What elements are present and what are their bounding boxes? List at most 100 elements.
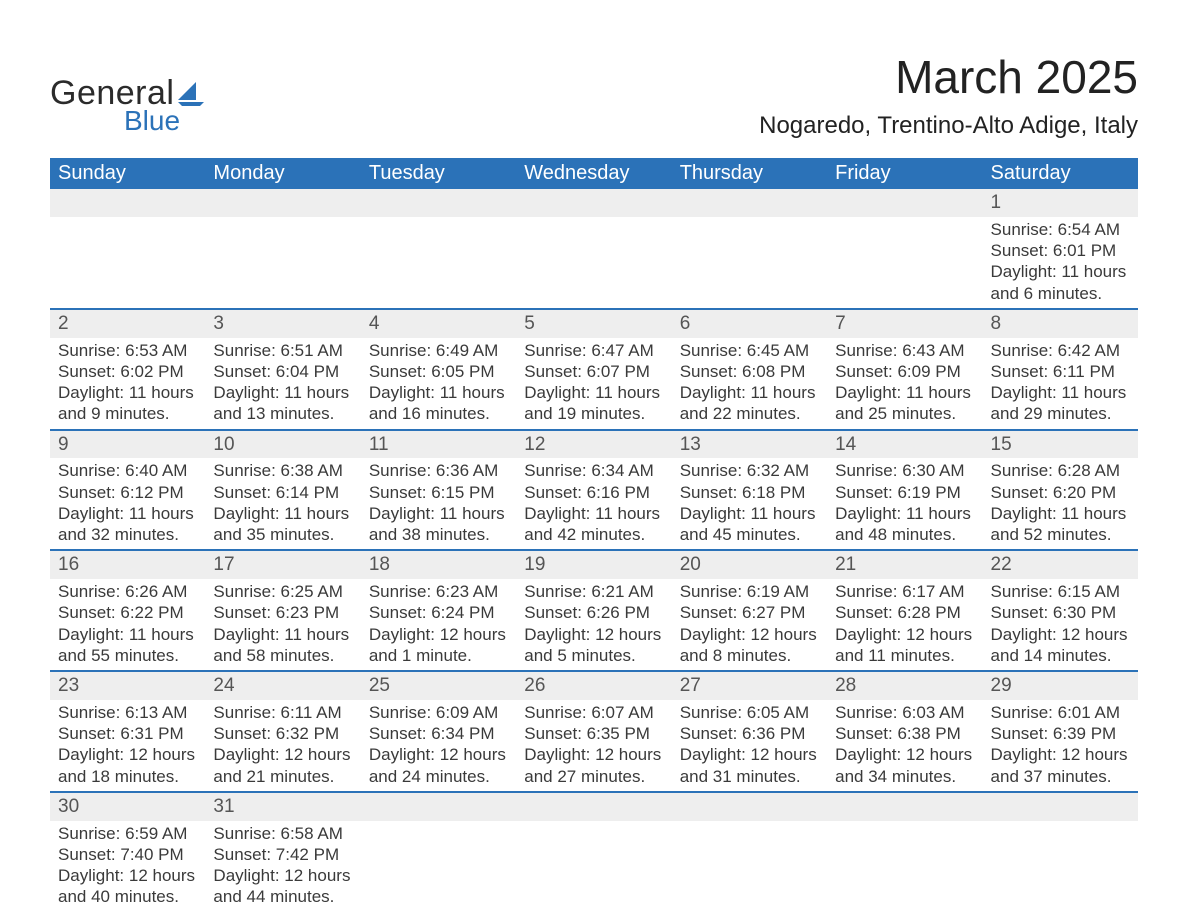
day-header: Tuesday (361, 158, 516, 189)
title-block: March 2025 Nogaredo, Trentino-Alto Adige… (759, 50, 1138, 140)
sunrise-text: Sunrise: 6:30 AM (835, 460, 974, 481)
sunset-text: Sunset: 6:18 PM (680, 482, 819, 503)
day-header: Thursday (672, 158, 827, 189)
sunset-text: Sunset: 6:35 PM (524, 723, 663, 744)
sunrise-text: Sunrise: 6:01 AM (991, 702, 1130, 723)
sunset-text: Sunset: 6:02 PM (58, 361, 197, 382)
daylight-text: Daylight: 12 hours and 37 minutes. (991, 744, 1130, 787)
day-number-cell: 2 (50, 309, 205, 338)
sunrise-text: Sunrise: 6:28 AM (991, 460, 1130, 481)
day-header: Sunday (50, 158, 205, 189)
sunrise-text: Sunrise: 6:03 AM (835, 702, 974, 723)
sunset-text: Sunset: 6:12 PM (58, 482, 197, 503)
sunset-text: Sunset: 6:15 PM (369, 482, 508, 503)
daylight-text: Daylight: 11 hours and 58 minutes. (213, 624, 352, 667)
daylight-text: Daylight: 11 hours and 25 minutes. (835, 382, 974, 425)
week-daynum-row: 2345678 (50, 309, 1138, 338)
day-info-cell: Sunrise: 6:43 AMSunset: 6:09 PMDaylight:… (827, 338, 982, 430)
daylight-text: Daylight: 12 hours and 14 minutes. (991, 624, 1130, 667)
day-info-cell (205, 217, 360, 309)
daylight-text: Daylight: 12 hours and 24 minutes. (369, 744, 508, 787)
sunrise-text: Sunrise: 6:40 AM (58, 460, 197, 481)
day-number-cell: 31 (205, 792, 360, 821)
daylight-text: Daylight: 12 hours and 1 minute. (369, 624, 508, 667)
day-info-cell: Sunrise: 6:25 AMSunset: 6:23 PMDaylight:… (205, 579, 360, 671)
day-info-cell: Sunrise: 6:01 AMSunset: 6:39 PMDaylight:… (983, 700, 1138, 792)
sunset-text: Sunset: 6:11 PM (991, 361, 1130, 382)
day-info-cell (827, 821, 982, 912)
sunrise-text: Sunrise: 6:47 AM (524, 340, 663, 361)
sunrise-text: Sunrise: 6:26 AM (58, 581, 197, 602)
sunset-text: Sunset: 6:36 PM (680, 723, 819, 744)
week-info-row: Sunrise: 6:13 AMSunset: 6:31 PMDaylight:… (50, 700, 1138, 792)
week-daynum-row: 9101112131415 (50, 430, 1138, 459)
day-info-cell: Sunrise: 6:21 AMSunset: 6:26 PMDaylight:… (516, 579, 671, 671)
day-info-cell (516, 821, 671, 912)
daylight-text: Daylight: 11 hours and 55 minutes. (58, 624, 197, 667)
sunrise-text: Sunrise: 6:13 AM (58, 702, 197, 723)
sunset-text: Sunset: 6:08 PM (680, 361, 819, 382)
day-number-cell: 25 (361, 671, 516, 700)
calendar-page: General Blue March 2025 Nogaredo, Trenti… (0, 0, 1188, 918)
day-header-row: Sunday Monday Tuesday Wednesday Thursday… (50, 158, 1138, 189)
sunrise-text: Sunrise: 6:36 AM (369, 460, 508, 481)
sunrise-text: Sunrise: 6:25 AM (213, 581, 352, 602)
sunset-text: Sunset: 6:14 PM (213, 482, 352, 503)
sunset-text: Sunset: 6:32 PM (213, 723, 352, 744)
sunset-text: Sunset: 6:09 PM (835, 361, 974, 382)
day-header: Saturday (983, 158, 1138, 189)
day-number-cell (672, 189, 827, 217)
sunrise-text: Sunrise: 6:49 AM (369, 340, 508, 361)
day-info-cell: Sunrise: 6:13 AMSunset: 6:31 PMDaylight:… (50, 700, 205, 792)
day-info-cell: Sunrise: 6:03 AMSunset: 6:38 PMDaylight:… (827, 700, 982, 792)
month-title: March 2025 (759, 50, 1138, 104)
sunrise-text: Sunrise: 6:38 AM (213, 460, 352, 481)
daylight-text: Daylight: 11 hours and 42 minutes. (524, 503, 663, 546)
sunset-text: Sunset: 6:23 PM (213, 602, 352, 623)
sunrise-text: Sunrise: 6:23 AM (369, 581, 508, 602)
sunrise-text: Sunrise: 6:45 AM (680, 340, 819, 361)
sunrise-text: Sunrise: 6:21 AM (524, 581, 663, 602)
day-number-cell: 30 (50, 792, 205, 821)
daylight-text: Daylight: 11 hours and 45 minutes. (680, 503, 819, 546)
day-info-cell: Sunrise: 6:38 AMSunset: 6:14 PMDaylight:… (205, 458, 360, 550)
daylight-text: Daylight: 12 hours and 5 minutes. (524, 624, 663, 667)
daylight-text: Daylight: 11 hours and 48 minutes. (835, 503, 974, 546)
day-info-cell (827, 217, 982, 309)
day-info-cell: Sunrise: 6:26 AMSunset: 6:22 PMDaylight:… (50, 579, 205, 671)
day-number-cell: 6 (672, 309, 827, 338)
day-number-cell: 1 (983, 189, 1138, 217)
day-info-cell: Sunrise: 6:17 AMSunset: 6:28 PMDaylight:… (827, 579, 982, 671)
day-info-cell: Sunrise: 6:11 AMSunset: 6:32 PMDaylight:… (205, 700, 360, 792)
sunrise-text: Sunrise: 6:19 AM (680, 581, 819, 602)
sunrise-text: Sunrise: 6:42 AM (991, 340, 1130, 361)
day-number-cell: 27 (672, 671, 827, 700)
day-number-cell: 19 (516, 550, 671, 579)
day-info-cell (516, 217, 671, 309)
day-number-cell (827, 792, 982, 821)
daylight-text: Daylight: 12 hours and 18 minutes. (58, 744, 197, 787)
day-number-cell: 24 (205, 671, 360, 700)
day-number-cell: 18 (361, 550, 516, 579)
sunset-text: Sunset: 6:28 PM (835, 602, 974, 623)
sunset-text: Sunset: 6:27 PM (680, 602, 819, 623)
daylight-text: Daylight: 11 hours and 22 minutes. (680, 382, 819, 425)
sunrise-text: Sunrise: 6:05 AM (680, 702, 819, 723)
sunrise-text: Sunrise: 6:51 AM (213, 340, 352, 361)
sunrise-text: Sunrise: 6:11 AM (213, 702, 352, 723)
day-number-cell (672, 792, 827, 821)
sunrise-text: Sunrise: 6:58 AM (213, 823, 352, 844)
week-info-row: Sunrise: 6:40 AMSunset: 6:12 PM Daylight:… (50, 458, 1138, 550)
day-info-cell (983, 821, 1138, 912)
day-info-cell: Sunrise: 6:40 AMSunset: 6:12 PMDaylight:… (50, 458, 205, 550)
day-number-cell (50, 189, 205, 217)
day-info-cell: Sunrise: 6:51 AMSunset: 6:04 PMDaylight:… (205, 338, 360, 430)
sunrise-text: Sunrise: 6:53 AM (58, 340, 197, 361)
day-number-cell: 16 (50, 550, 205, 579)
brand-logo: General Blue (50, 74, 206, 137)
day-info-cell (50, 217, 205, 309)
sunrise-text: Sunrise: 6:15 AM (991, 581, 1130, 602)
sunrise-text: Sunrise: 6:09 AM (369, 702, 508, 723)
sunset-text: Sunset: 7:42 PM (213, 844, 352, 865)
week-daynum-row: 16171819202122 (50, 550, 1138, 579)
